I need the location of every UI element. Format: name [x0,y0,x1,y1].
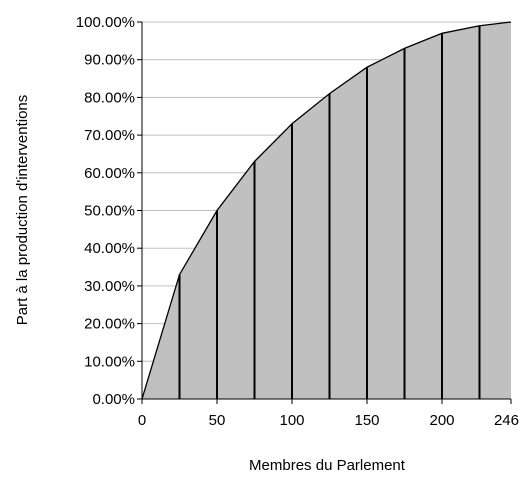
y-tick-label: 100.00% [76,14,135,31]
drop-lines-layer [178,25,481,399]
x-tick-label: 150 [354,412,379,429]
x-tick-label: 100 [279,412,304,429]
x-tick-label: 0 [138,412,146,429]
x-tick-label: 246 [494,412,519,429]
area-fill [142,22,511,399]
y-tick-label: 20.00% [84,316,135,333]
y-tick-label: 80.00% [84,89,135,106]
y-tick-label: 30.00% [84,278,135,295]
y-tick-label: 90.00% [84,52,135,69]
y-tick-label: 50.00% [84,203,135,220]
x-tick-label: 50 [209,412,226,429]
y-axis-title: Part à la production d'interventions [14,95,31,326]
x-axis-title: Membres du Parlement [249,457,406,474]
x-tick-label: 200 [429,412,454,429]
axis-layer [137,21,512,404]
y-tick-label: 60.00% [84,165,135,182]
y-tick-label: 40.00% [84,240,135,257]
x-tick-labels: 0 50 100 150 200 246 [138,412,519,429]
y-tick-label: 10.00% [84,353,135,370]
y-tick-label: 70.00% [84,127,135,144]
y-tick-label: 0.00% [92,391,135,408]
y-tick-labels: 0.00% 10.00% 20.00% 30.00% 40.00% 50.00% 60.00… [76,14,135,408]
